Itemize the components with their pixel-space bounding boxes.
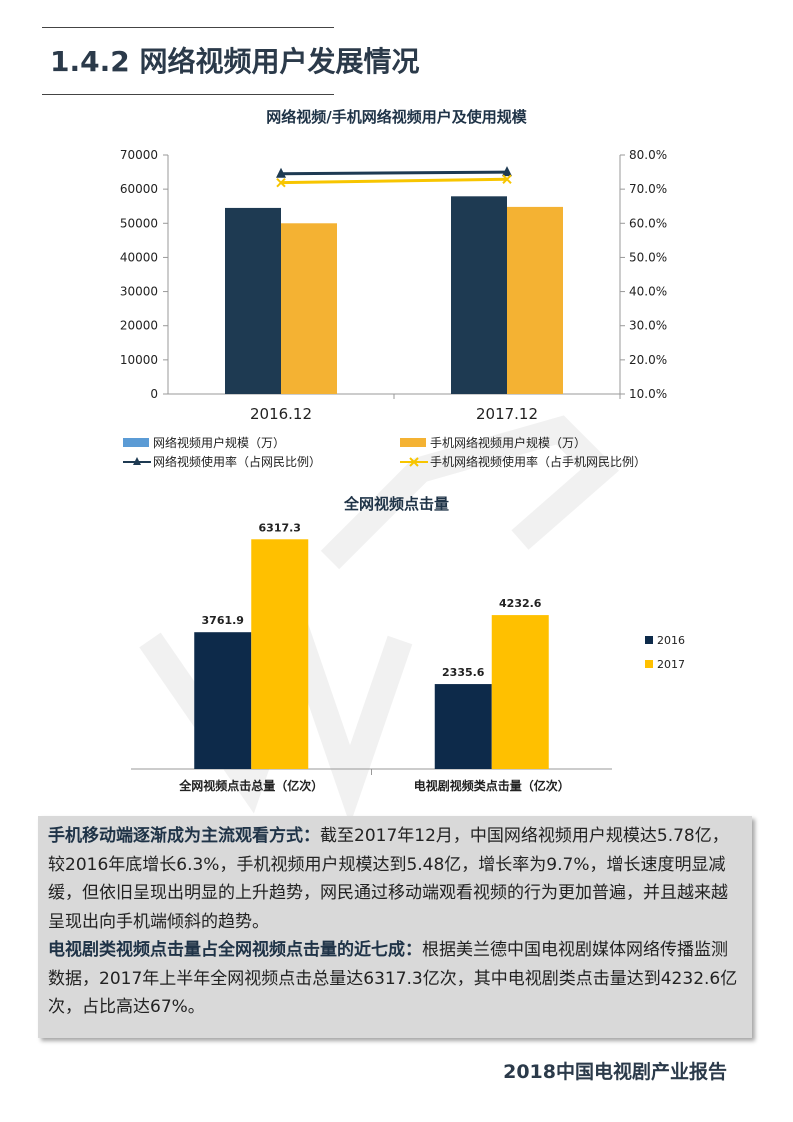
section-heading: 1.4.2 网络视频用户发展情况	[50, 40, 420, 80]
chart1-usage-chart: 0 10000 20000 30000 40000 50000 60000 70000 10.0…	[120, 148, 667, 469]
chart1-legend-marker	[133, 457, 141, 465]
chart2-category-label: 电视剧视频类点击量（亿次）	[414, 778, 570, 793]
chart1-title: 网络视频/手机网络视频用户及使用规模	[266, 108, 527, 126]
chart1-line-video-rate	[280, 170, 508, 176]
chart1-category-label: 2017.12	[476, 405, 538, 423]
chart2-category-label: 全网视频点击总量（亿次）	[178, 778, 323, 793]
chart1-right-tick-label: 30.0%	[629, 319, 667, 333]
chart1-left-tick-label: 30000	[120, 285, 158, 299]
summary-p1-heading: 手机移动端逐渐成为主流观看方式：	[48, 826, 320, 846]
chart1-left-tick-label: 60000	[120, 182, 158, 196]
summary-box: 手机移动端逐渐成为主流观看方式：截至2017年12月，中国网络视频用户规模达5.…	[38, 816, 752, 1038]
chart2-clicks-chart: 全网视频点击总量（亿次） 3761.9 6317.3 电视剧视频类点击量（亿次） 233…	[131, 521, 685, 793]
chart1-legend-label: 手机网络视频使用率（占手机网民比例）	[430, 454, 646, 469]
chart2-title: 全网视频点击量	[343, 495, 449, 513]
chart1-point-video-rate	[502, 166, 512, 177]
chart1-bar-video-users	[225, 207, 281, 394]
chart1-right-tick-label: 40.0%	[629, 285, 667, 299]
section-number: 1.4.2	[50, 45, 130, 78]
chart1-right-tick-label: 50.0%	[629, 250, 667, 264]
chart2-data-label: 6317.3	[259, 521, 301, 534]
heading-rule-top	[42, 27, 334, 28]
heading-rule-bottom	[42, 94, 334, 95]
section-title: 网络视频用户发展情况	[139, 45, 420, 78]
chart2-legend-swatch	[645, 660, 653, 668]
chart2-bar-2016	[194, 632, 252, 769]
chart1-left-tick-label: 20000	[120, 319, 158, 333]
summary-paragraph-1: 手机移动端逐渐成为主流观看方式：截至2017年12月，中国网络视频用户规模达5.…	[48, 822, 742, 936]
summary-p2-body: 根据美兰德中国电视剧媒体网络传播监测数据，2017年上半年全网视频点击总量达63…	[48, 940, 738, 1017]
chart1-legend-label: 手机网络视频用户规模（万）	[430, 435, 586, 450]
chart1-right-tick-label: 10.0%	[629, 387, 667, 401]
chart2-bar-2016	[434, 684, 492, 769]
chart2-data-label: 3761.9	[202, 614, 244, 627]
chart1-point-video-rate	[276, 167, 286, 178]
chart1-legend-label: 网络视频使用率（占网民比例）	[153, 454, 321, 469]
chart1-left-tick-label: 70000	[120, 148, 158, 162]
chart1-point-mobile-rate	[276, 177, 286, 188]
chart1-right-tick-label: 80.0%	[629, 148, 667, 162]
chart1-bar-mobile-users	[281, 223, 337, 394]
chart2-data-label: 2335.6	[442, 666, 485, 679]
chart2-bar-2017	[491, 615, 549, 769]
chart1-right-tick-label: 60.0%	[629, 216, 667, 230]
summary-p1-body: 截至2017年12月，中国网络视频用户规模达5.78亿，较2016年底增长6.3…	[48, 826, 729, 932]
chart1-bar-video-users	[451, 196, 507, 394]
chart1-left-tick-label: 40000	[120, 250, 158, 264]
chart1-legend-swatch	[123, 438, 149, 447]
chart1-line-mobile-rate	[280, 177, 508, 185]
chart1-right-tick-label: 70.0%	[629, 182, 667, 196]
summary-paragraph-2: 电视剧类视频点击量占全网视频点击量的近七成：根据美兰德中国电视剧媒体网络传播监测…	[48, 936, 742, 1022]
chart1-left-tick-label: 10000	[120, 353, 158, 367]
chart2-legend-label: 2016	[657, 634, 685, 647]
summary-p2-heading: 电视剧类视频点击量占全网视频点击量的近七成：	[48, 940, 422, 960]
chart2-bar-2017	[251, 539, 309, 769]
chart1-legend-label: 网络视频用户规模（万）	[153, 435, 285, 450]
chart1-left-tick-label: 0	[150, 387, 158, 401]
chart1-bar-mobile-users	[507, 206, 563, 394]
chart1-left-tick-label: 50000	[120, 216, 158, 230]
chart1-legend-swatch	[400, 438, 426, 447]
chart2-legend-swatch	[645, 636, 653, 644]
chart1-point-mobile-rate	[502, 174, 512, 184]
chart1-right-tick-label: 20.0%	[629, 353, 667, 367]
report-footer: 2018中国电视剧产业报告	[503, 1061, 727, 1083]
chart2-data-label: 4232.6	[499, 597, 542, 610]
chart1-category-label: 2016.12	[250, 405, 312, 423]
chart2-legend-label: 2017	[657, 658, 685, 671]
chart1-legend-marker	[409, 457, 419, 467]
